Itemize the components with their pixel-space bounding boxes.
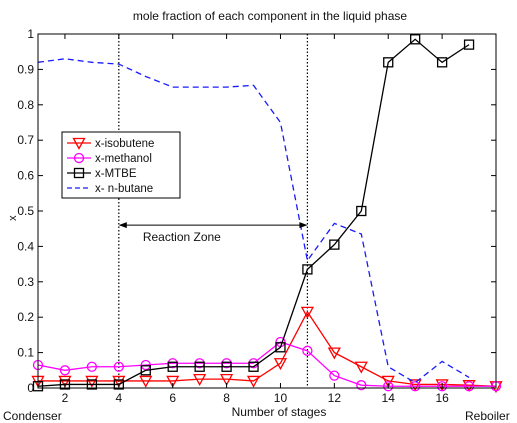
data-point (140, 365, 151, 376)
chart-title: mole fraction of each component in the l… (133, 9, 407, 23)
x-tick-label: 2 (62, 391, 69, 405)
data-point (381, 375, 395, 388)
series-4 (37, 58, 470, 384)
x-tick-label: 12 (328, 391, 342, 405)
y-tick-label: 0.7 (17, 133, 34, 147)
legend-entry: x-methanol (67, 152, 152, 165)
annotation-layer: Reaction Zone (118, 222, 308, 244)
y-tick-label: 0.1 (17, 346, 34, 360)
legend-label: x-methanol (95, 153, 152, 165)
stage-marker-lines (118, 34, 309, 388)
y-axis-label: x (7, 215, 19, 221)
data-point (300, 306, 315, 319)
y-tick-label: 0.5 (17, 204, 34, 218)
data-point (86, 379, 98, 390)
data-point (463, 381, 475, 392)
data-point (112, 375, 126, 388)
reaction-zone-arrowhead-right (299, 222, 308, 229)
data-point (248, 361, 259, 372)
legend-label: x-isobutene (95, 138, 154, 150)
legend-label: x-MTBE (95, 168, 137, 180)
reboiler-label: Reboiler (465, 409, 510, 423)
data-point (194, 361, 205, 372)
data-point (383, 57, 394, 68)
legend-marker (73, 152, 85, 164)
x-tick-label: 14 (382, 391, 396, 405)
data-point (59, 379, 71, 390)
legend-entry: x-MTBE (67, 167, 137, 180)
y-tick-label: 0.4 (17, 239, 34, 253)
x-tick-label: 16 (435, 391, 449, 405)
data-point (113, 379, 124, 390)
data-point (167, 361, 178, 372)
y-axis-ticks: 0 0.1 0.2 0.3 0.4 0.5 0.6 0.7 0.8 0.9 1 (17, 27, 496, 395)
y-tick-label: 0 (27, 381, 34, 395)
y-tick-label: 0.2 (17, 310, 34, 324)
data-point (275, 342, 286, 353)
x-axis-ticks: 2 4 6 8 10 12 14 16 (62, 34, 449, 405)
data-point (193, 373, 207, 386)
y-tick-label: 0.9 (17, 62, 34, 76)
data-point (463, 39, 475, 50)
data-point (327, 347, 341, 360)
legend-entry: x- n-butane (67, 183, 153, 195)
data-point (166, 375, 180, 388)
data-point (436, 381, 448, 392)
series-line (37, 58, 470, 384)
x-tick-label: 8 (223, 391, 230, 405)
series-layer (31, 34, 503, 394)
data-point (410, 381, 421, 392)
x-tick-label: 4 (115, 391, 122, 405)
data-point (221, 361, 232, 372)
y-tick-label: 0.3 (17, 275, 34, 289)
series-line (37, 38, 470, 387)
data-point (140, 359, 151, 371)
x-axis-label: Number of stages (232, 405, 327, 419)
data-point (273, 358, 288, 371)
y-tick-label: 1 (27, 27, 34, 41)
data-point (302, 345, 313, 356)
data-point (356, 205, 367, 217)
y-tick-label: 0.8 (17, 98, 34, 112)
data-point (139, 375, 153, 388)
data-point (436, 57, 448, 68)
data-point (219, 373, 234, 386)
condenser-label: Condenser (3, 409, 62, 423)
data-point (246, 375, 261, 388)
data-point (302, 264, 313, 275)
data-point (58, 375, 72, 388)
plot-area: Reaction Zone 2 4 6 8 10 12 14 16 0 0.1 0.2 0.3 0.4… (17, 27, 503, 405)
data-point (113, 361, 124, 372)
y-tick-label: 0.6 (17, 169, 34, 183)
data-point (85, 375, 99, 388)
data-point (329, 370, 340, 381)
legend-marker (73, 167, 85, 179)
data-point (435, 379, 449, 392)
series-3 (32, 34, 475, 392)
data-point (410, 34, 421, 45)
legend-marker (72, 137, 86, 150)
data-point (408, 379, 422, 392)
reaction-zone-arrowhead-left (118, 222, 127, 229)
legend-entries: x-isobutene x-methanol x-MTBE x- n-butane (67, 137, 154, 195)
legend-entry: x-isobutene (67, 137, 154, 150)
x-tick-label: 6 (169, 391, 176, 405)
data-point (383, 381, 394, 392)
data-point (59, 365, 71, 376)
legend-label: x- n-butane (95, 183, 153, 195)
data-point (354, 361, 368, 374)
legend: x-isobutene x-methanol x-MTBE x- n-butane (61, 131, 181, 199)
reaction-zone-label: Reaction Zone (143, 230, 221, 244)
data-point (356, 380, 367, 391)
x-tick-label: 10 (274, 391, 288, 405)
data-point (329, 239, 340, 250)
data-point (86, 361, 98, 372)
